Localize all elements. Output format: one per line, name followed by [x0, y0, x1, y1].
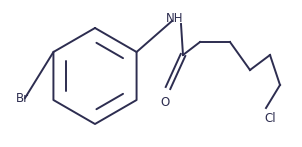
- Text: Br: Br: [16, 91, 29, 105]
- Text: O: O: [160, 96, 170, 109]
- Text: Cl: Cl: [264, 112, 276, 125]
- Text: NH: NH: [166, 11, 184, 25]
